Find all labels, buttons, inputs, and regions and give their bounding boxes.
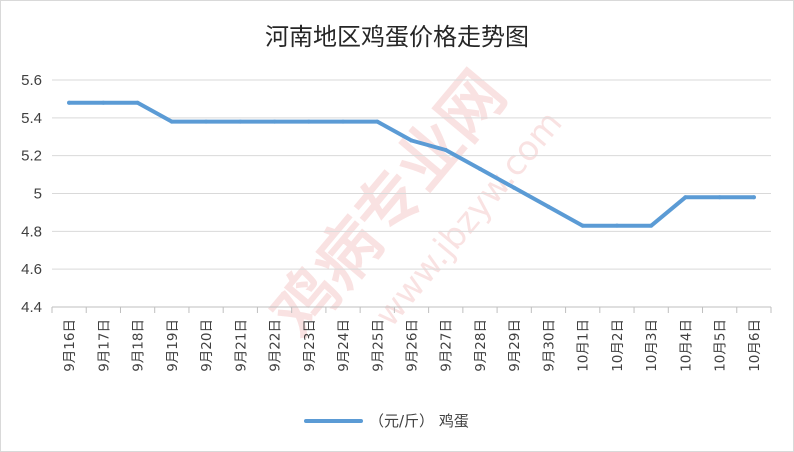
x-tick-label: 10月1日: [576, 319, 592, 372]
data-point: [101, 100, 106, 105]
x-tick-label: 9月26日: [405, 319, 421, 372]
y-tick-label: 5.2: [21, 148, 42, 165]
x-tick-label: 9月30日: [541, 319, 557, 372]
y-tick-label: 4.8: [21, 223, 42, 240]
x-tick-label: 10月3日: [644, 319, 660, 372]
data-point: [341, 119, 346, 124]
data-point: [614, 223, 619, 228]
data-point: [409, 138, 414, 143]
data-point: [238, 119, 243, 124]
data-point: [580, 223, 585, 228]
y-axis: 4.4 4.6 4.8 5 5.2 5.4 5.6: [21, 72, 42, 316]
x-tick-label: 9月25日: [370, 319, 386, 372]
x-tick-label: 9月29日: [507, 319, 523, 372]
y-tick-label: 4.6: [21, 261, 42, 278]
chart-title: 河南地区鸡蛋价格走势图: [265, 23, 529, 51]
data-point: [204, 119, 209, 124]
x-tick-label: 9月23日: [302, 319, 318, 372]
x-tick-label: 9月21日: [233, 319, 249, 372]
x-tick-label: 9月16日: [62, 319, 78, 372]
x-tick-label: 9月19日: [165, 319, 181, 372]
x-tick-label: 9月22日: [268, 319, 284, 372]
gridlines: [52, 79, 771, 308]
x-tick-label: 10月6日: [747, 319, 763, 372]
data-point: [67, 100, 72, 105]
x-tick-label: 10月4日: [678, 319, 694, 372]
y-tick-label: 5.6: [21, 72, 42, 89]
x-axis: 9月16日 9月17日 9月18日 9月19日 9月20日 9月21日 9月22日 9月23日…: [51, 307, 772, 372]
x-tick-label: 10月5日: [713, 319, 729, 372]
data-point: [375, 119, 380, 124]
data-point: [512, 185, 517, 190]
y-tick-label: 5.4: [21, 110, 42, 127]
y-tick-label: 4.4: [21, 299, 42, 316]
x-tick-label: 9月28日: [473, 319, 489, 372]
x-tick-label: 9月18日: [131, 319, 147, 372]
data-point: [272, 119, 277, 124]
x-tick-label: 10月2日: [610, 319, 626, 372]
y-tick-label: 5: [34, 186, 42, 203]
x-tick-label: 9月20日: [199, 319, 215, 372]
data-point: [751, 195, 756, 200]
data-point: [443, 147, 448, 152]
legend: （元/斤） 鸡蛋: [304, 412, 469, 430]
data-point: [306, 119, 311, 124]
data-point: [135, 100, 140, 105]
data-point: [683, 195, 688, 200]
data-point: [477, 166, 482, 171]
x-tick-label: 9月27日: [439, 319, 455, 372]
x-tick-label: 9月24日: [336, 319, 352, 372]
data-point: [717, 195, 722, 200]
x-tick-label: 9月17日: [96, 319, 112, 372]
data-point: [546, 204, 551, 209]
data-point: [649, 223, 654, 228]
legend-label: （元/斤） 鸡蛋: [369, 412, 469, 430]
data-point: [169, 119, 174, 124]
series-layer: [67, 100, 756, 228]
